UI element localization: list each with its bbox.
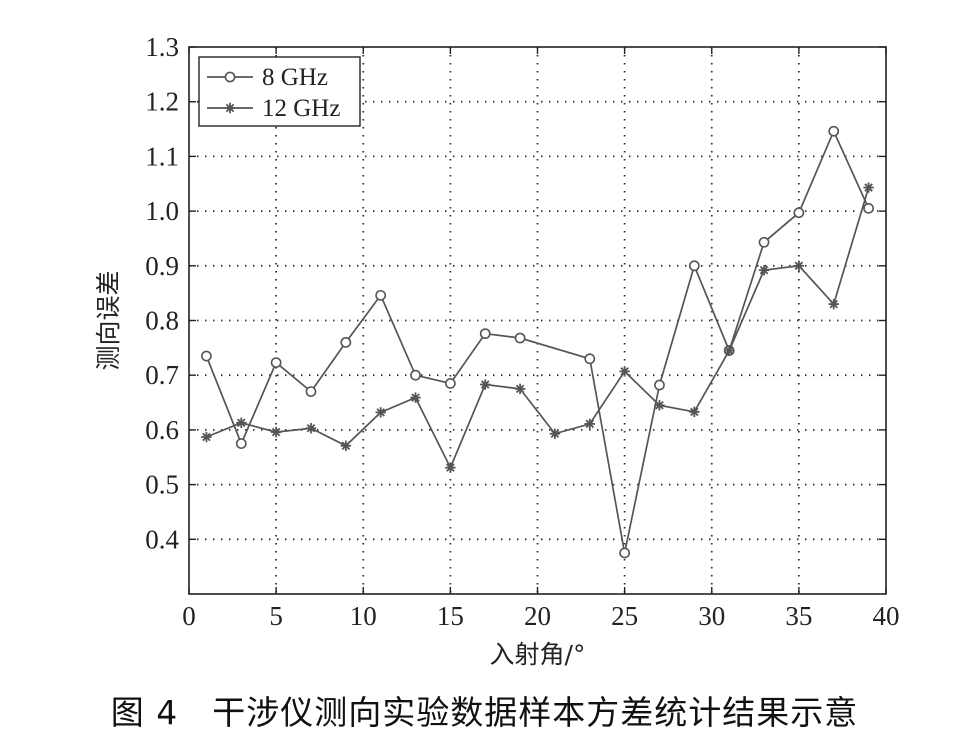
marker-stroke — [236, 418, 246, 428]
marker-circle — [828, 125, 840, 137]
x-tick-label: 25 — [611, 601, 638, 631]
marker-circle — [201, 350, 212, 362]
marker-stroke — [829, 299, 839, 309]
marker-stroke — [690, 407, 699, 417]
marker-stroke — [655, 401, 664, 410]
marker-stroke — [376, 408, 385, 417]
x-tick-label: 5 — [269, 601, 283, 631]
marker-stroke — [620, 367, 629, 376]
marker-asterisk — [201, 431, 212, 443]
y-tick-label: 0.7 — [145, 360, 179, 390]
y-tick-label: 0.8 — [145, 306, 179, 336]
legend-item: 12 GHz — [207, 95, 340, 122]
marker-stroke — [759, 265, 769, 275]
marker-stroke — [202, 432, 211, 442]
marker-asterisk — [584, 418, 595, 430]
axis-ticks: 0 5 10 15 20 25 30 35 40 0.4 0.5 0.6 0.7 0.8 0.9 1.0 1.1… — [145, 32, 899, 631]
marker-circle — [654, 379, 665, 391]
y-axis-label: 测向误差 — [94, 270, 123, 370]
marker-stroke — [724, 346, 734, 355]
marker-stroke — [411, 393, 420, 402]
series-layer — [201, 125, 874, 559]
marker-circle — [235, 438, 247, 449]
marker-asterisk — [224, 102, 236, 114]
marker-circle — [514, 332, 526, 344]
figure-caption-text: 干涉仪测向实验数据样本方差统计结果示意 — [212, 693, 859, 732]
marker-circle — [340, 336, 352, 348]
marker-stroke — [550, 429, 560, 439]
marker-stroke — [515, 384, 525, 394]
marker-circle — [584, 353, 596, 365]
figure-caption: 图 4 干涉仪测向实验数据样本方差统计结果示意 — [0, 686, 969, 734]
legend-box — [198, 56, 361, 127]
marker-asterisk — [828, 298, 839, 310]
x-tick-label: 0 — [182, 601, 196, 631]
marker-circle — [270, 357, 282, 369]
x-axis-label: 入射角/° — [490, 640, 586, 669]
marker-circle — [758, 236, 770, 248]
marker-asterisk — [758, 264, 770, 276]
x-tick-label: 30 — [698, 601, 725, 631]
marker-circle — [444, 378, 456, 389]
marker-stroke — [585, 419, 595, 429]
marker-circle — [619, 547, 631, 559]
marker-stroke — [306, 423, 316, 433]
legend-item: 8 GHz — [207, 64, 328, 91]
x-tick-label: 15 — [437, 601, 464, 631]
marker-asterisk — [793, 260, 805, 271]
marker-stroke — [794, 261, 804, 271]
marker-stroke — [864, 183, 873, 192]
marker-circle — [305, 386, 317, 398]
marker-circle — [793, 207, 805, 219]
marker-asterisk — [270, 426, 282, 438]
marker-asterisk — [689, 406, 700, 418]
marker-asterisk — [723, 345, 735, 356]
series-line — [205, 129, 870, 554]
marker-asterisk — [445, 462, 456, 473]
y-tick-label: 1.1 — [145, 141, 179, 171]
marker-asterisk — [619, 366, 630, 377]
legend-label: 12 GHz — [262, 95, 340, 122]
marker-asterisk — [514, 383, 526, 395]
marker-circle — [375, 289, 387, 301]
marker-asterisk — [863, 182, 874, 193]
marker-circle — [410, 369, 421, 381]
marker-circle — [863, 202, 874, 214]
marker-asterisk — [305, 423, 317, 434]
marker-stroke — [446, 463, 455, 472]
y-tick-label: 1.3 — [145, 32, 179, 62]
y-tick-label: 0.9 — [145, 251, 179, 281]
marker-stroke — [225, 103, 235, 113]
legend-label: 8 GHz — [262, 64, 328, 91]
marker-asterisk — [410, 392, 421, 403]
marker-asterisk — [236, 417, 247, 428]
marker-asterisk — [549, 428, 561, 439]
x-tick-label: 35 — [785, 601, 812, 631]
marker-asterisk — [654, 400, 665, 411]
x-tick-label: 20 — [524, 601, 551, 631]
series-12-ghz — [201, 182, 874, 473]
marker-stroke — [341, 441, 351, 451]
marker-asterisk — [375, 407, 386, 418]
chart: 0 5 10 15 20 25 30 35 40 0.4 0.5 0.6 0.7 0.8 0.9 1.0 1.1… — [94, 32, 900, 669]
marker-stroke — [271, 427, 281, 437]
x-tick-label: 10 — [350, 601, 377, 631]
y-tick-label: 1.0 — [145, 196, 179, 226]
legend: 8 GHz 12 GHz — [198, 56, 361, 127]
marker-stroke — [480, 380, 490, 389]
y-tick-label: 0.6 — [145, 415, 179, 445]
y-tick-label: 0.5 — [145, 470, 179, 500]
marker-circle — [224, 71, 236, 83]
series-line — [206, 187, 870, 470]
marker-circle — [479, 328, 491, 340]
x-tick-label: 40 — [873, 601, 900, 631]
series-8-ghz — [201, 125, 874, 559]
marker-asterisk — [480, 379, 491, 390]
figure-number: 图 4 — [110, 693, 179, 732]
marker-asterisk — [340, 440, 352, 451]
grid — [189, 47, 886, 594]
marker-circle — [688, 260, 700, 272]
y-tick-label: 0.4 — [145, 524, 179, 554]
y-tick-label: 1.2 — [145, 87, 179, 117]
